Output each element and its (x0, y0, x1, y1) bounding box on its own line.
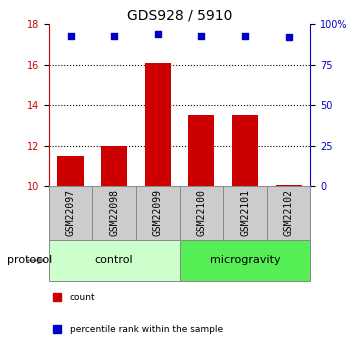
Title: GDS928 / 5910: GDS928 / 5910 (127, 9, 232, 23)
Text: GSM22102: GSM22102 (284, 189, 293, 236)
Point (242, 33, 248, 38)
Text: percentile rank within the sample: percentile rank within the sample (70, 325, 223, 334)
Point (68, 33, 73, 38)
Bar (49, 240, 179, 281)
Point (199, 33, 204, 38)
Bar (92, 186, 136, 240)
Bar (179, 240, 310, 281)
Text: GSM22100: GSM22100 (196, 189, 206, 236)
Bar (232, 115, 258, 186)
Text: count: count (70, 293, 95, 302)
Bar (188, 115, 214, 186)
Bar (223, 186, 267, 240)
Text: control: control (95, 256, 134, 265)
Text: protocol: protocol (7, 256, 52, 265)
Text: microgravity: microgravity (210, 256, 280, 265)
Bar (49, 186, 92, 240)
Text: GSM22098: GSM22098 (109, 189, 119, 236)
Text: GSM22097: GSM22097 (66, 189, 75, 236)
Bar (179, 186, 223, 240)
Bar (136, 186, 179, 240)
Text: GSM22101: GSM22101 (240, 189, 250, 236)
Bar (57, 156, 84, 186)
Point (111, 33, 117, 38)
Bar (101, 146, 127, 186)
Point (155, 31, 161, 37)
Text: GSM22099: GSM22099 (153, 189, 163, 236)
Point (286, 34, 292, 40)
Bar (145, 63, 171, 186)
Bar (275, 185, 302, 186)
Bar (267, 186, 310, 240)
